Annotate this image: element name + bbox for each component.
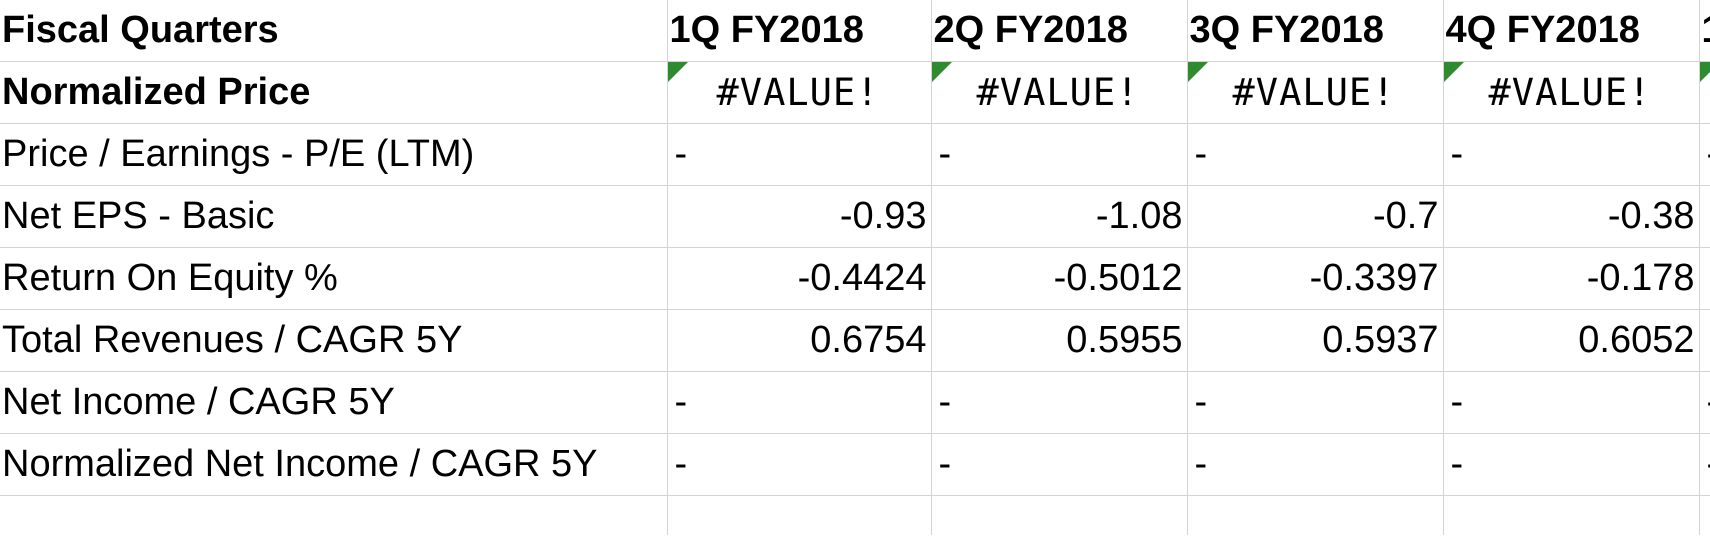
row-label-cell[interactable]: Price / Earnings - P/E (LTM) [0, 123, 668, 186]
cell-value: #VALUE! [716, 70, 880, 114]
row-label-cell[interactable]: Total Revenues / CAGR 5Y [0, 309, 668, 372]
value-cell-partial[interactable]: - [1699, 433, 1710, 496]
cell-value: #VALUE! [1232, 70, 1396, 114]
error-cell[interactable]: #VALUE! [1187, 61, 1444, 124]
error-cell[interactable]: #VALUE! [931, 61, 1188, 124]
value-cell[interactable]: - [931, 433, 1188, 496]
value-cell[interactable]: - [667, 123, 932, 186]
value-cell[interactable]: - [1443, 433, 1700, 496]
value-cell[interactable]: - [931, 123, 1188, 186]
empty-cell[interactable] [0, 495, 668, 535]
cell-value: #VALUE! [1488, 70, 1652, 114]
data-grid: Fiscal Quarters 1Q FY2018 2Q FY2018 3Q F… [0, 0, 1710, 535]
value-cell-partial[interactable] [1699, 309, 1710, 372]
table-row: Total Revenues / CAGR 5Y 0.6754 0.5955 0… [0, 309, 1710, 372]
error-flag-icon [931, 61, 952, 82]
value-cell[interactable]: - [1187, 371, 1444, 434]
error-cell-partial[interactable] [1699, 61, 1710, 124]
quarter-header-cell[interactable]: 1Q FY2018 [667, 0, 932, 62]
table-row: Net Income / CAGR 5Y - - - - - [0, 371, 1710, 434]
value-cell[interactable]: -0.178 [1443, 247, 1700, 310]
value-cell[interactable]: - [931, 371, 1188, 434]
row-label-cell[interactable]: Normalized Net Income / CAGR 5Y [0, 433, 668, 496]
value-cell[interactable]: - [667, 433, 932, 496]
empty-cell[interactable] [1699, 495, 1710, 535]
value-cell[interactable]: 0.6754 [667, 309, 932, 372]
row-label-cell[interactable]: Return On Equity % [0, 247, 668, 310]
empty-cell[interactable] [1443, 495, 1700, 535]
error-flag-icon [1699, 61, 1710, 82]
table-row: Normalized Net Income / CAGR 5Y - - - - … [0, 433, 1710, 496]
header-label-cell[interactable]: Fiscal Quarters [0, 0, 668, 62]
value-cell[interactable]: - [667, 371, 932, 434]
quarter-header-cell-partial[interactable]: 1 [1699, 0, 1710, 62]
empty-row [0, 495, 1710, 535]
row-label-cell[interactable]: Net EPS - Basic [0, 185, 668, 248]
value-cell-partial[interactable] [1699, 185, 1710, 248]
row-label-cell[interactable]: Normalized Price [0, 61, 668, 124]
error-flag-icon [1187, 61, 1208, 82]
error-flag-icon [667, 61, 688, 82]
value-cell[interactable]: 0.5955 [931, 309, 1188, 372]
cell-value: #VALUE! [976, 70, 1140, 114]
value-cell[interactable]: -0.3397 [1187, 247, 1444, 310]
empty-cell[interactable] [931, 495, 1188, 535]
table-row: Return On Equity % -0.4424 -0.5012 -0.33… [0, 247, 1710, 310]
table-row: Net EPS - Basic -0.93 -1.08 -0.7 -0.38 [0, 185, 1710, 248]
value-cell[interactable]: - [1187, 433, 1444, 496]
table-row: Price / Earnings - P/E (LTM) - - - - - [0, 123, 1710, 186]
error-cell[interactable]: #VALUE! [1443, 61, 1700, 124]
value-cell-partial[interactable]: - [1699, 123, 1710, 186]
value-cell[interactable]: -0.4424 [667, 247, 932, 310]
row-label-cell[interactable]: Net Income / CAGR 5Y [0, 371, 668, 434]
value-cell[interactable]: - [1443, 371, 1700, 434]
value-cell[interactable]: -1.08 [931, 185, 1188, 248]
empty-cell[interactable] [667, 495, 932, 535]
quarter-header-cell[interactable]: 2Q FY2018 [931, 0, 1188, 62]
value-cell-partial[interactable]: - [1699, 371, 1710, 434]
value-cell[interactable]: -0.7 [1187, 185, 1444, 248]
header-row: Fiscal Quarters 1Q FY2018 2Q FY2018 3Q F… [0, 0, 1710, 62]
empty-cell[interactable] [1187, 495, 1444, 535]
quarter-header-cell[interactable]: 3Q FY2018 [1187, 0, 1444, 62]
value-cell[interactable]: -0.93 [667, 185, 932, 248]
value-cell[interactable]: - [1187, 123, 1444, 186]
quarter-header-cell[interactable]: 4Q FY2018 [1443, 0, 1700, 62]
value-cell[interactable]: -0.5012 [931, 247, 1188, 310]
value-cell[interactable]: -0.38 [1443, 185, 1700, 248]
value-cell[interactable]: 0.5937 [1187, 309, 1444, 372]
error-cell[interactable]: #VALUE! [667, 61, 932, 124]
value-cell-partial[interactable] [1699, 247, 1710, 310]
value-cell[interactable]: 0.6052 [1443, 309, 1700, 372]
error-flag-icon [1443, 61, 1464, 82]
table-row: Normalized Price #VALUE! #VALUE! #VALUE!… [0, 61, 1710, 124]
value-cell[interactable]: - [1443, 123, 1700, 186]
